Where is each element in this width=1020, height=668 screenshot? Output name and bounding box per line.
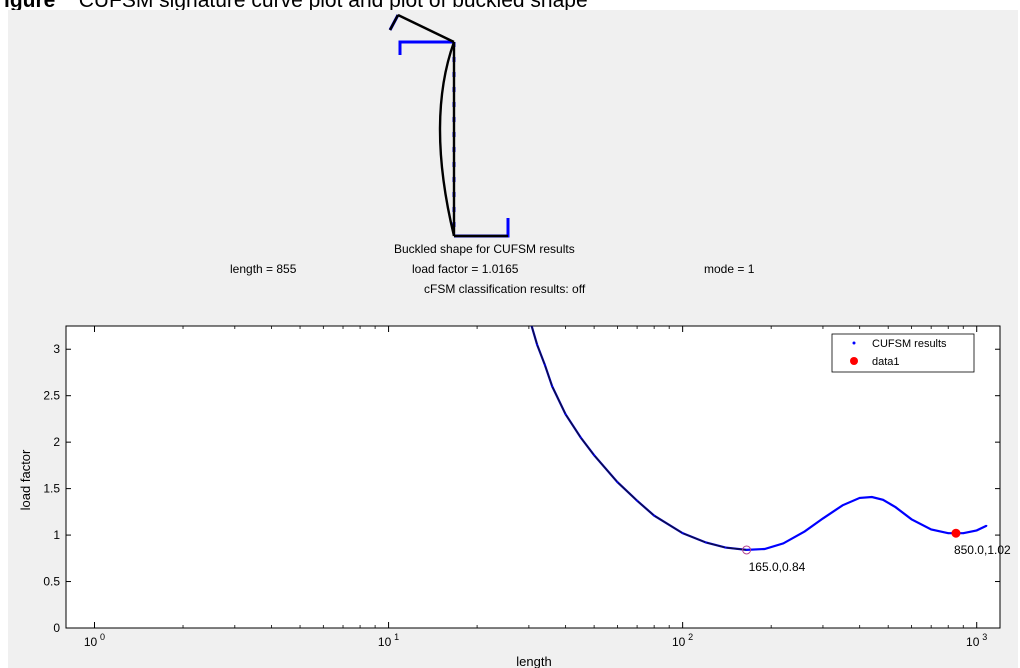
series-point bbox=[681, 532, 684, 535]
series-point bbox=[894, 506, 897, 509]
series-point bbox=[962, 532, 965, 535]
x-axis-label: length bbox=[516, 654, 551, 668]
series-point bbox=[841, 504, 844, 507]
series-point bbox=[882, 498, 884, 501]
x-tick-label: 10 bbox=[672, 635, 686, 649]
y-tick-label: 1.5 bbox=[43, 482, 60, 496]
series-point bbox=[745, 549, 748, 551]
legend-marker-data1 bbox=[850, 357, 858, 365]
buckled-shape-drawing bbox=[388, 13, 510, 238]
length-readout: length = 855 bbox=[230, 262, 297, 276]
undeformed-section bbox=[388, 14, 510, 238]
x-tick-exponent: 2 bbox=[688, 632, 693, 642]
x-tick-exponent: 1 bbox=[394, 632, 399, 642]
y-tick-label: 3 bbox=[53, 342, 60, 356]
series-point bbox=[975, 529, 978, 532]
series-point bbox=[947, 532, 950, 535]
series-point bbox=[579, 436, 582, 439]
series-point bbox=[782, 542, 785, 545]
data1-point-marker bbox=[951, 528, 961, 538]
series-line-overlay bbox=[530, 326, 747, 551]
signature-curve-chart: 00.511.522.53 10 0 10 1 10 2 10 3 165.0,0.84850… bbox=[18, 325, 1011, 668]
x-tick-label: 10 bbox=[378, 635, 392, 649]
deformed-section bbox=[388, 13, 508, 238]
series-point bbox=[705, 541, 707, 544]
data1-point-label: 850.0,1.02 bbox=[954, 543, 1011, 557]
series-point bbox=[803, 530, 806, 533]
series-point bbox=[985, 524, 988, 527]
series-point bbox=[724, 546, 727, 549]
series-point bbox=[593, 454, 595, 457]
matlab-figure: Buckled shape for CUFSM results length =… bbox=[8, 10, 1018, 668]
x-tick-exponent: 0 bbox=[100, 632, 105, 642]
series-point bbox=[822, 517, 824, 520]
classification-readout: cFSM classification results: off bbox=[424, 282, 586, 296]
series-point bbox=[551, 385, 554, 388]
legend: CUFSM results data1 bbox=[831, 333, 975, 373]
y-tick-label: 1 bbox=[53, 528, 60, 542]
x-tick-label: 10 bbox=[966, 635, 980, 649]
series-point bbox=[910, 518, 913, 521]
x-tick-label: 10 bbox=[84, 635, 98, 649]
plot-area bbox=[65, 325, 1001, 629]
caption-text: CUFSM signature curve plot and plot of b… bbox=[79, 0, 588, 10]
y-tick-label: 2 bbox=[53, 435, 60, 449]
x-tick-exponent: 3 bbox=[982, 632, 987, 642]
legend-label-data1: data1 bbox=[872, 356, 900, 368]
min-point-marker bbox=[742, 545, 752, 555]
series-point bbox=[930, 528, 933, 531]
series-point bbox=[536, 343, 538, 346]
y-axis-label: load factor bbox=[18, 449, 33, 510]
series-point bbox=[653, 514, 655, 517]
series-point bbox=[763, 548, 766, 550]
section-top-flange bbox=[398, 40, 454, 55]
series-point bbox=[544, 364, 546, 366]
series-point bbox=[616, 481, 619, 483]
deformed-top-flange bbox=[397, 13, 455, 44]
deformed-top-lip bbox=[388, 14, 400, 31]
legend-marker-cufsm bbox=[852, 341, 856, 345]
figure-caption: igure CUFSM signature curve plot and plo… bbox=[0, 0, 1020, 10]
series-point bbox=[858, 497, 861, 499]
min-point-label: 165.0,0.84 bbox=[749, 560, 806, 574]
deformed-web-bowed bbox=[438, 41, 456, 237]
shape-title: Buckled shape for CUFSM results bbox=[394, 242, 575, 256]
series-point bbox=[636, 499, 638, 502]
series-point bbox=[564, 413, 567, 416]
caption-bold: igure bbox=[4, 0, 55, 10]
y-tick-label: 2.5 bbox=[43, 389, 60, 403]
section-bottom-flange bbox=[454, 218, 510, 238]
load-factor-readout: load factor = 1.0165 bbox=[412, 262, 519, 276]
mode-readout: mode = 1 bbox=[704, 262, 755, 276]
legend-label-cufsm: CUFSM results bbox=[872, 338, 947, 350]
series-point bbox=[871, 496, 873, 498]
y-tick-label: 0.5 bbox=[43, 575, 60, 589]
y-tick-label: 0 bbox=[53, 621, 60, 635]
legend-box bbox=[831, 333, 975, 373]
